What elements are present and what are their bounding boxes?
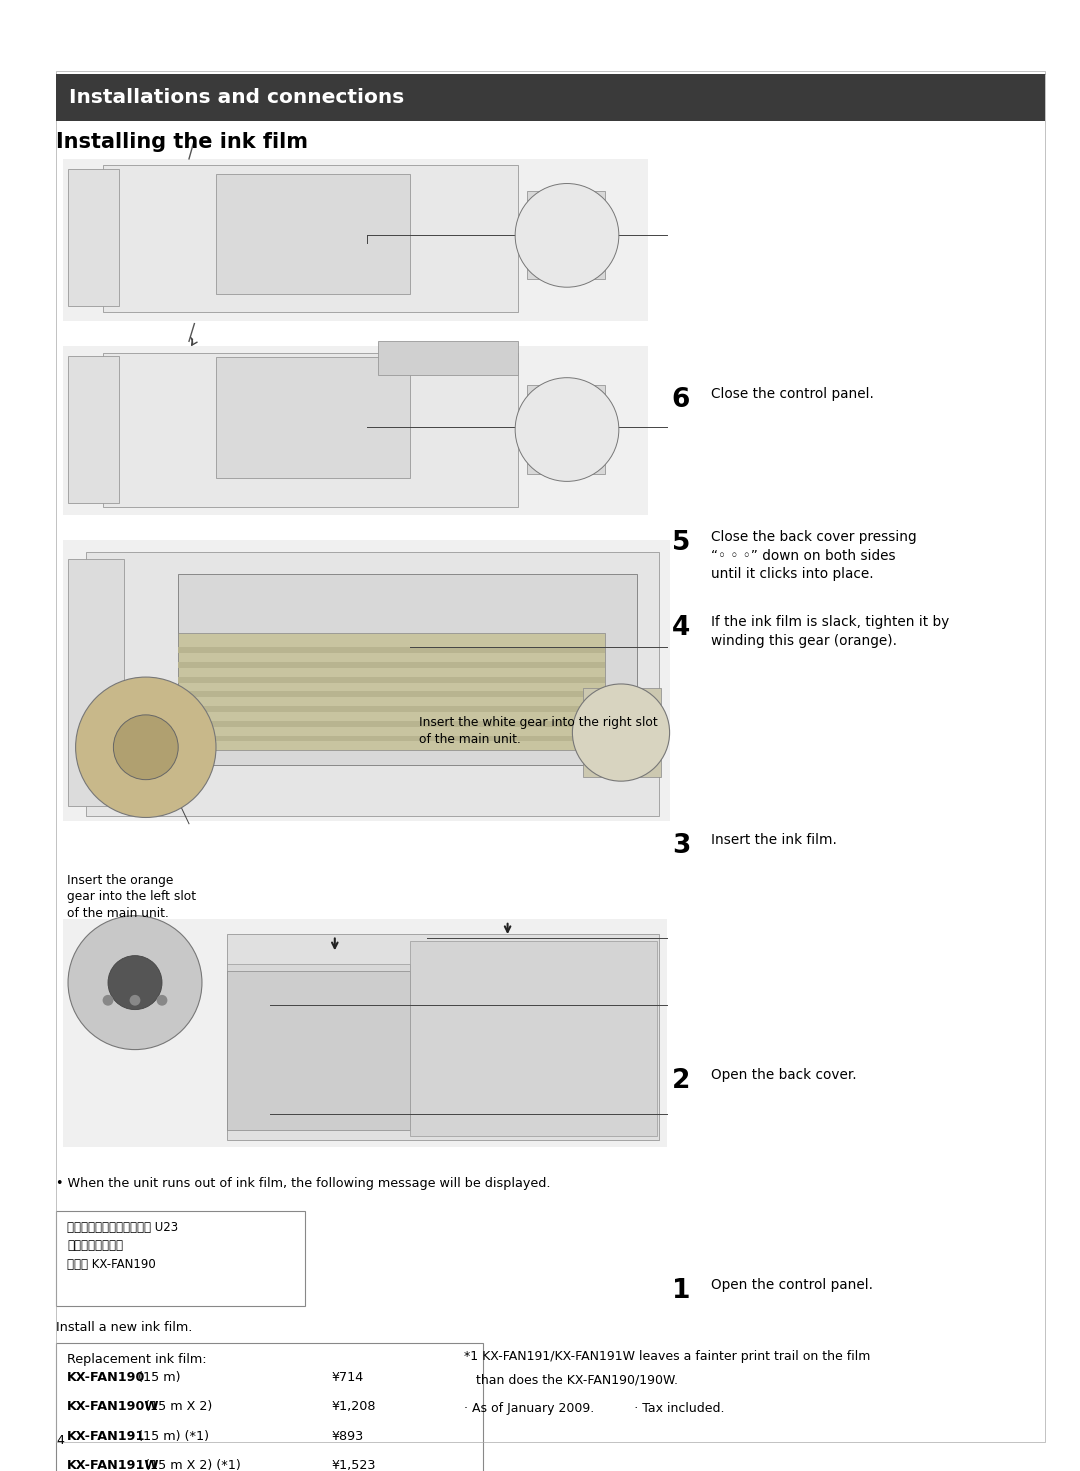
- Bar: [216, 174, 410, 294]
- Text: *1 KX-FAN191/KX-FAN191W leaves a fainter print trail on the film: *1 KX-FAN191/KX-FAN191W leaves a fainter…: [464, 1350, 870, 1364]
- Bar: [178, 647, 605, 653]
- Text: KX-FAN191: KX-FAN191: [67, 1430, 146, 1443]
- Bar: [56, 1211, 305, 1306]
- Bar: [63, 540, 670, 821]
- Bar: [178, 706, 605, 712]
- Circle shape: [103, 994, 113, 1006]
- Bar: [56, 1343, 483, 1471]
- Text: · As of January 2009.          · Tax included.: · As of January 2009. · Tax included.: [464, 1402, 725, 1415]
- Bar: [68, 559, 124, 806]
- Bar: [410, 941, 657, 1136]
- Text: Close the control panel.: Close the control panel.: [711, 387, 874, 402]
- Circle shape: [68, 915, 202, 1050]
- Text: (15 m X 2): (15 m X 2): [140, 1400, 212, 1414]
- Bar: [178, 691, 605, 697]
- Circle shape: [157, 994, 167, 1006]
- Bar: [103, 165, 518, 312]
- Bar: [378, 341, 518, 375]
- Text: (15 m X 2) (*1): (15 m X 2) (*1): [140, 1459, 245, 1471]
- Text: 3: 3: [672, 833, 690, 859]
- Bar: [63, 346, 648, 515]
- Text: フィルムがなくなりました U23
交換してください
品番： KX-FAN190: フィルムがなくなりました U23 交換してください 品番： KX-FAN190: [67, 1221, 178, 1271]
- Text: KX-FAN191W: KX-FAN191W: [67, 1459, 160, 1471]
- Text: (15 m) (*1): (15 m) (*1): [134, 1430, 208, 1443]
- Text: 5: 5: [672, 530, 690, 556]
- Text: 4: 4: [56, 1434, 64, 1447]
- Bar: [56, 74, 1045, 121]
- Bar: [527, 385, 605, 474]
- Text: Insert the white gear into the right slot
of the main unit.: Insert the white gear into the right slo…: [419, 716, 658, 746]
- Bar: [178, 662, 605, 668]
- Text: Insert the ink film.: Insert the ink film.: [711, 833, 837, 847]
- Text: 2: 2: [672, 1068, 690, 1094]
- Text: 1: 1: [672, 1278, 690, 1305]
- Bar: [68, 356, 119, 503]
- Circle shape: [76, 677, 216, 818]
- Bar: [63, 159, 648, 321]
- Bar: [178, 633, 605, 750]
- Bar: [227, 934, 659, 1140]
- Bar: [63, 919, 667, 1147]
- Circle shape: [113, 715, 178, 780]
- Text: than does the KX-FAN190/190W.: than does the KX-FAN190/190W.: [464, 1374, 678, 1387]
- Bar: [178, 736, 605, 741]
- Text: Open the control panel.: Open the control panel.: [711, 1278, 873, 1293]
- Text: Close the back cover pressing
“◦ ◦ ◦” down on both sides
until it clicks into pl: Close the back cover pressing “◦ ◦ ◦” do…: [711, 530, 916, 581]
- Bar: [216, 357, 410, 478]
- Text: Installing the ink film: Installing the ink film: [56, 132, 308, 153]
- Text: ¥714: ¥714: [332, 1371, 364, 1384]
- Text: (15 m): (15 m): [134, 1371, 180, 1384]
- Bar: [68, 169, 119, 306]
- Text: KX-FAN190W: KX-FAN190W: [67, 1400, 160, 1414]
- Text: ¥1,208: ¥1,208: [332, 1400, 376, 1414]
- Text: Installations and connections: Installations and connections: [69, 88, 404, 106]
- Text: KX-FAN190: KX-FAN190: [67, 1371, 146, 1384]
- Circle shape: [515, 378, 619, 481]
- Text: If the ink film is slack, tighten it by
winding this gear (orange).: If the ink film is slack, tighten it by …: [711, 615, 949, 647]
- Text: Open the back cover.: Open the back cover.: [711, 1068, 856, 1083]
- Bar: [178, 721, 605, 727]
- Text: Insert the orange
gear into the left slot
of the main unit.: Insert the orange gear into the left slo…: [67, 874, 197, 919]
- Text: • When the unit runs out of ink film, the following message will be displayed.: • When the unit runs out of ink film, th…: [56, 1177, 551, 1190]
- Bar: [227, 964, 410, 1121]
- Text: Install a new ink film.: Install a new ink film.: [56, 1321, 192, 1334]
- Circle shape: [572, 684, 670, 781]
- Text: 6: 6: [672, 387, 690, 413]
- Text: Replacement ink film:: Replacement ink film:: [67, 1353, 206, 1367]
- Circle shape: [108, 956, 162, 1009]
- Bar: [583, 688, 661, 777]
- Circle shape: [515, 184, 619, 287]
- Bar: [178, 677, 605, 683]
- Bar: [227, 971, 410, 1130]
- Bar: [527, 191, 605, 279]
- Bar: [103, 353, 518, 507]
- Circle shape: [130, 994, 140, 1006]
- Bar: [178, 574, 637, 765]
- Text: ¥1,523: ¥1,523: [332, 1459, 376, 1471]
- Bar: [86, 552, 659, 816]
- Text: 4: 4: [672, 615, 690, 641]
- Text: ¥893: ¥893: [332, 1430, 364, 1443]
